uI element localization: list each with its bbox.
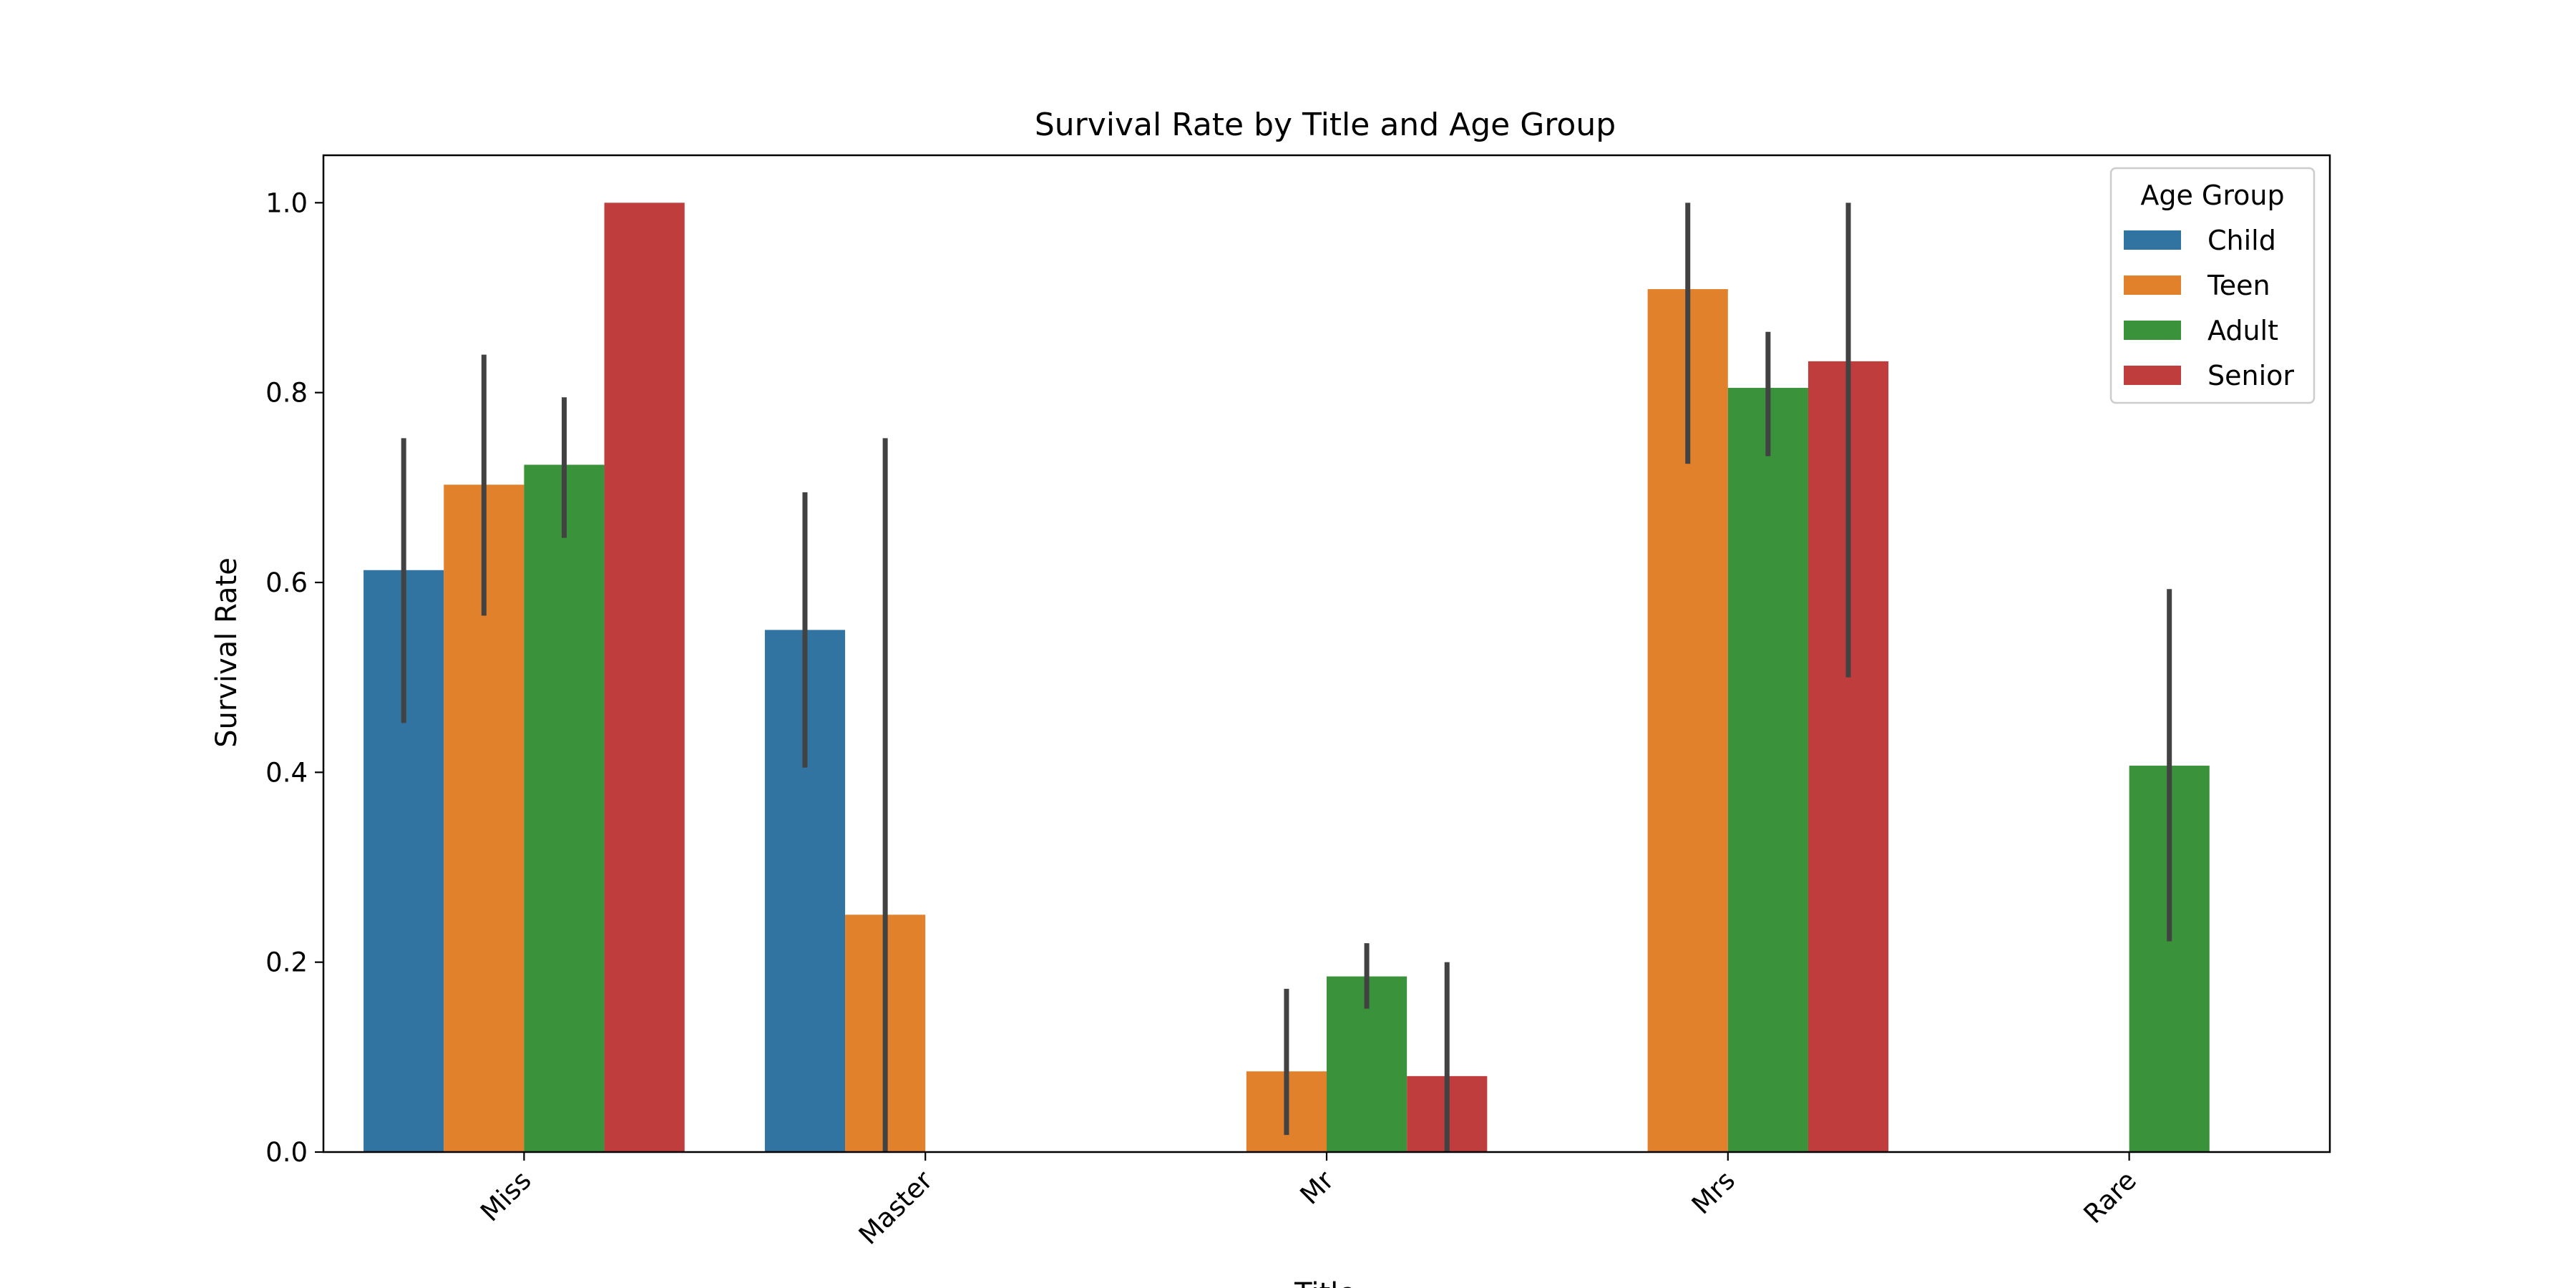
bar-senior-miss — [604, 203, 685, 1152]
legend-box — [2109, 167, 2316, 404]
x-axis: Miss Master Mr Mrs Rare — [474, 1152, 2142, 1251]
legend-swatch-child — [2124, 230, 2181, 250]
legend-label-adult: Adult — [2207, 315, 2278, 346]
y-tick-label: 0.2 — [265, 947, 308, 978]
y-tick-label: 0.6 — [265, 567, 308, 598]
legend-label-teen: Teen — [2207, 270, 2270, 301]
legend-swatch-teen — [2124, 275, 2181, 295]
y-tick-label: 0.0 — [265, 1137, 308, 1168]
bars-layer — [364, 203, 2210, 1152]
bar-adult-mrs — [1727, 388, 1808, 1152]
chart-title: Survival Rate by Title and Age Group — [1035, 107, 1616, 143]
legend-label-child: Child — [2207, 225, 2276, 256]
x-tick-label-mrs: Mrs — [1686, 1165, 1741, 1220]
legend-label-senior: Senior — [2207, 360, 2294, 391]
legend-title: Age Group — [2140, 180, 2284, 211]
errorbars-layer — [401, 203, 2172, 1152]
legend-swatch-senior — [2124, 366, 2181, 385]
legend-swatch-adult — [2124, 321, 2181, 340]
bar-adult-miss — [524, 464, 605, 1152]
y-tick-label: 1.0 — [265, 187, 308, 218]
y-axis: 0.0 0.2 0.4 0.6 0.8 1.0 — [265, 187, 323, 1168]
x-tick-label-miss: Miss — [474, 1165, 537, 1228]
y-tick-label: 0.4 — [265, 757, 308, 788]
legend-items: Child Teen Adult Senior — [2124, 225, 2294, 391]
y-axis-label: Survival Rate — [210, 557, 243, 748]
x-tick-label-mr: Mr — [1294, 1164, 1340, 1210]
y-tick-label: 0.8 — [265, 378, 308, 409]
x-tick-label-master: Master — [853, 1164, 939, 1250]
legend: Age Group Child Teen Adult Senior — [2109, 167, 2316, 404]
x-axis-label: Title — [1294, 1277, 1356, 1288]
x-tick-label-rare: Rare — [2078, 1165, 2142, 1229]
